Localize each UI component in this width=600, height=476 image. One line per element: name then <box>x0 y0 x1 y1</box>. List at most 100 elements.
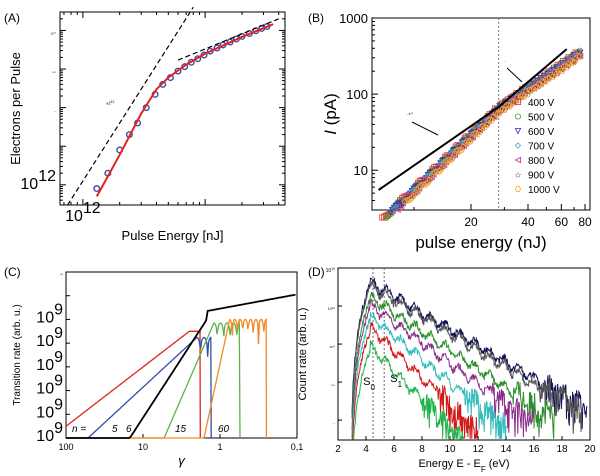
panel-d-frame <box>337 267 591 441</box>
panel-b-data-point <box>489 117 496 124</box>
panel-b-legend-label: 800 V <box>528 156 554 167</box>
panel-d-x-tick-label: 10 <box>444 444 456 455</box>
panel-b-data-point <box>444 157 451 164</box>
panel-d-ylabel: Count rate (arb. u.) <box>297 308 309 401</box>
panel-b-x-tick-label: 40 <box>521 215 535 229</box>
panel-c-ylabel: Transition rate (arb. u.) <box>12 304 23 405</box>
panel-b-data-point: ☆ <box>508 97 515 106</box>
panel-d-annotation-s0: S0 <box>363 376 375 392</box>
panel-b-data-point <box>503 102 510 109</box>
panel-b-data-point: ☆ <box>428 173 435 182</box>
panel-b-data-point: ☆ <box>448 154 455 163</box>
panel-b-data-point <box>460 143 467 150</box>
panel-b-data-point <box>514 185 522 193</box>
panel-b-data-point <box>546 75 553 82</box>
panel-b-data-point: ☆ <box>485 116 492 125</box>
panel-c-x-tick-label: 1 <box>217 442 222 452</box>
panel-d-x-tick-label: 14 <box>500 444 512 455</box>
panel-b-data-point <box>422 181 429 188</box>
panel-b-legend-label: 500 V <box>528 113 554 124</box>
panel-b-data-point <box>576 53 583 60</box>
panel-b-data-point <box>412 190 419 197</box>
panel-d-x-tick-label: 18 <box>556 444 568 455</box>
panel-b-data-point: ☆ <box>440 161 447 170</box>
panel-b-data-point <box>447 157 455 164</box>
panel-b-data-point: ☆ <box>503 101 510 110</box>
panel-b-data-point <box>542 76 549 83</box>
panel-c-series-label: 15 <box>175 424 187 435</box>
panel-b-data-point <box>494 111 501 118</box>
panel-b-data-point <box>438 165 446 172</box>
panel-b-fit-line <box>378 48 568 191</box>
panel-d-series-line <box>351 298 535 439</box>
panel-a-data-point <box>93 185 101 193</box>
panel-b-data-point <box>472 130 480 137</box>
panel-c-label: (C) <box>4 265 21 279</box>
panel-b-data-point <box>524 91 531 98</box>
panel-b-data-point: ☆ <box>460 143 467 152</box>
panel-b-data-point <box>497 106 505 113</box>
panel-c-y-tick-label: 109 <box>60 274 63 277</box>
panel-b-data-point <box>499 106 506 113</box>
panel-c-frame <box>65 271 298 439</box>
panel-b-data-point <box>480 122 487 129</box>
panel-b: 20 40 60 80 10 100 1000 pulse energy (nJ) I (pA)… <box>308 11 592 252</box>
panel-b-data-point: ☆ <box>573 53 580 62</box>
panel-b-data-point: ☆ <box>437 165 444 174</box>
panel-b-data-point <box>571 59 578 66</box>
panel-b-legend-label: 1000 V <box>528 185 560 196</box>
panel-b-data-point <box>421 181 428 188</box>
panel-b-data-point <box>451 151 458 158</box>
panel-b-data-point: ☆ <box>451 151 458 160</box>
panel-b-data-point <box>508 98 516 106</box>
panel-a-data-point <box>174 67 182 75</box>
panel-c-xlabel: γ <box>178 453 186 468</box>
panel-b-data-point <box>492 109 500 116</box>
panel-c-y-tick-label: 109 <box>36 325 63 351</box>
panel-d-y-tick-label: 1010 <box>331 385 335 388</box>
panel-c-x-tick-label: 10 <box>138 442 148 452</box>
panel-a-y-tick-label: 1012 <box>52 72 56 75</box>
panel-a: 1012101210121012101210121012Pulse Energy… <box>4 6 286 243</box>
panel-c-total-line <box>66 293 296 439</box>
panel-b-data-point <box>395 204 403 212</box>
panel-a-annotation-i5: ∝I12 <box>106 100 115 107</box>
panel-b-data-point <box>560 63 567 70</box>
panel-b-data-point <box>558 68 565 75</box>
panel-b-data-point <box>562 62 569 69</box>
panel-b-data-point <box>387 209 394 217</box>
panel-a-y-tick-label: 1012 <box>54 110 56 113</box>
panel-b-data-point <box>551 69 558 76</box>
panel-b-data-point: ☆ <box>412 189 419 198</box>
panel-c-x-tick-label: 100 <box>58 442 73 452</box>
panel-b-data-point: ☆ <box>476 127 483 136</box>
panel-a-guide-line <box>67 6 194 206</box>
panel-a-annotation-i1: ∝I12 <box>214 40 216 43</box>
panel-b-data-point <box>557 65 564 72</box>
panel-b-ylabel: I (pA) <box>321 93 340 135</box>
panel-b-data-point <box>505 102 512 109</box>
panel-b-data-point <box>433 168 440 175</box>
panel-b-data-point <box>526 86 534 94</box>
panel-b-data-point <box>496 110 503 117</box>
panel-b-data-point: ☆ <box>469 134 476 143</box>
panel-b-data-point <box>426 177 433 184</box>
panel-c-series-line <box>66 317 268 439</box>
panel-d-annotation-s1: S1 <box>390 373 402 389</box>
panel-b-data-point: ☆ <box>542 74 549 83</box>
panel-b-data-point <box>464 138 471 145</box>
panel-b-data-point <box>446 157 453 164</box>
panel-b-legend-label: 600 V <box>528 127 554 138</box>
panel-b-data-point: ☆ <box>498 105 505 114</box>
panel-b-data-point <box>567 58 574 65</box>
panel-b-data-point <box>406 196 413 203</box>
panel-a-guide-line <box>177 18 279 61</box>
panel-b-y-tick-label: 10 <box>354 163 368 178</box>
panel-d-series-line <box>351 311 507 439</box>
panel-b-data-point <box>417 182 424 189</box>
panel-b-data-point <box>501 107 508 114</box>
panel-b-annotation-p3: ~P15 <box>407 112 414 116</box>
panel-b-data-point <box>544 75 551 82</box>
panel-b-data-point <box>453 148 460 155</box>
